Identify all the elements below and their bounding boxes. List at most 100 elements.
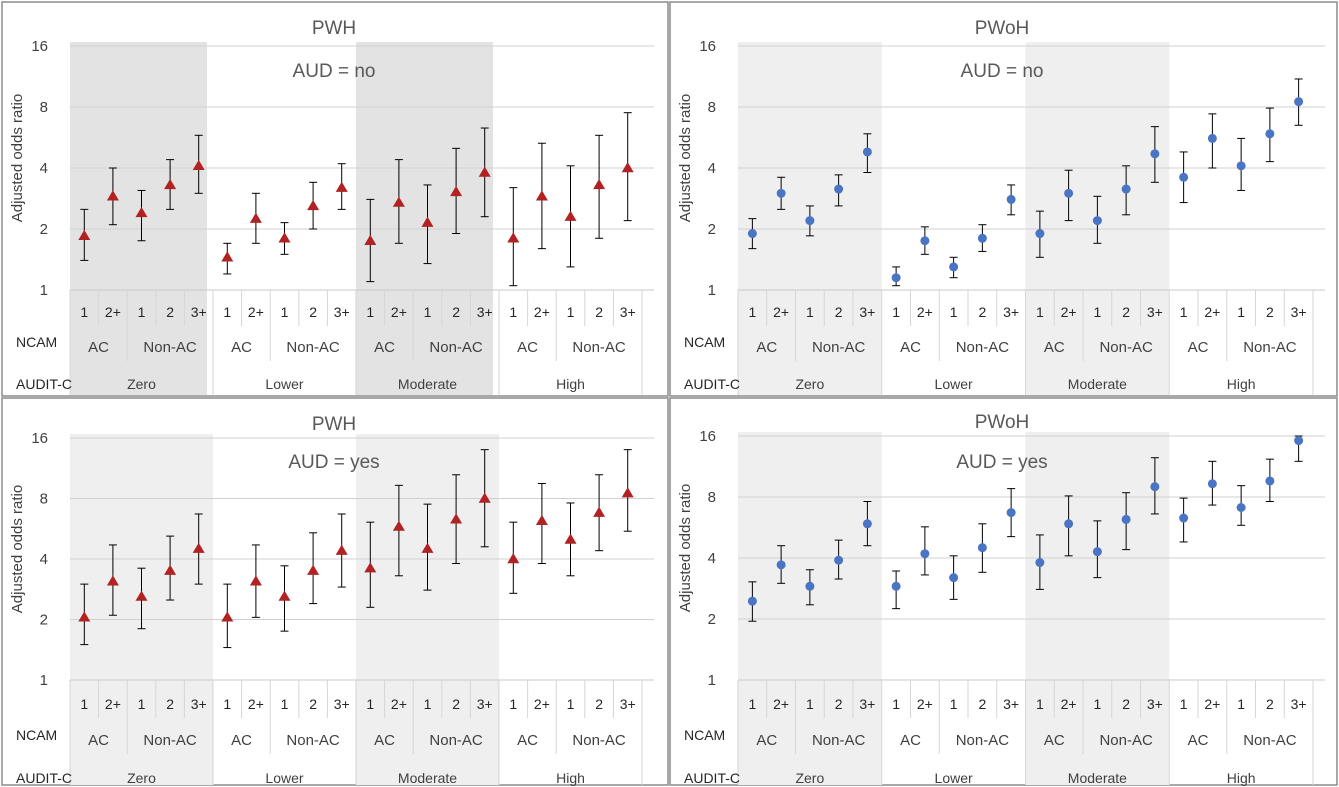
data-point [920, 236, 930, 246]
data-point [1150, 482, 1160, 492]
audit-group-label: Lower [935, 770, 973, 786]
chart-title: PWH [312, 18, 356, 39]
ncam-label: 1 [1180, 696, 1188, 712]
ncam-label: 2 [166, 696, 174, 712]
ac-group-label: AC [88, 732, 109, 749]
data-point [1035, 229, 1045, 239]
ncam-label: 1 [509, 696, 517, 712]
ncam-label: 3+ [1003, 696, 1019, 712]
data-point [1207, 479, 1217, 489]
row-label-ncam: NCAM [16, 727, 57, 743]
y-axis-label: Adjusted odds ratio [677, 94, 694, 222]
ncam-label: 1 [1093, 696, 1101, 712]
audit-group-label: Moderate [398, 376, 457, 392]
ac-group-label: Non-AC [1243, 339, 1297, 356]
y-tick-label: 4 [708, 550, 716, 567]
ncam-label: 1 [138, 696, 146, 712]
y-tick-label: 2 [40, 612, 48, 629]
ac-group-label: Non-AC [812, 732, 866, 749]
ncam-label: 2 [978, 696, 986, 712]
ncam-label: 1 [1036, 696, 1044, 712]
data-point [776, 560, 786, 570]
data-point [335, 181, 348, 192]
ncam-label: 3+ [477, 304, 493, 320]
data-point [977, 233, 987, 243]
ac-group-label: AC [231, 732, 252, 749]
chart-subtitle: AUD = yes [956, 452, 1047, 473]
data-point [564, 210, 577, 221]
data-point [335, 544, 348, 555]
y-tick-label: 8 [708, 99, 716, 116]
data-point [1006, 194, 1016, 204]
ac-group-label: Non-AC [812, 339, 866, 356]
shaded-group-block [70, 42, 207, 395]
ncam-label: 1 [509, 304, 517, 320]
data-point [862, 519, 872, 529]
y-tick-label: 2 [40, 221, 48, 238]
data-point [834, 184, 844, 194]
data-point [364, 562, 377, 573]
row-label-audit: AUDIT-C [684, 376, 740, 392]
ac-group-label: AC [374, 732, 395, 749]
ncam-label: 3+ [620, 696, 636, 712]
audit-group-label: Zero [127, 770, 156, 786]
ncam-label: 1 [424, 304, 432, 320]
ncam-label: 1 [80, 304, 88, 320]
data-point [307, 564, 320, 575]
ncam-label: 2 [452, 696, 460, 712]
data-point [507, 232, 520, 243]
ncam-label: 2 [1122, 696, 1130, 712]
data-point [478, 166, 491, 177]
data-point [1294, 97, 1304, 107]
data-point [1150, 149, 1160, 159]
ac-group-label: Non-AC [286, 339, 340, 356]
data-point [1236, 161, 1246, 171]
data-point [1179, 172, 1189, 182]
audit-group-label: Lower [935, 376, 973, 392]
ncam-label: 1 [748, 696, 756, 712]
ncam-label: 1 [950, 696, 958, 712]
data-point [392, 520, 405, 531]
audit-group-label: Zero [795, 770, 824, 786]
data-point [593, 178, 606, 190]
ncam-label: 1 [806, 304, 814, 320]
data-point [564, 533, 577, 544]
ncam-label: 1 [138, 304, 146, 320]
ncam-label: 2 [595, 696, 603, 712]
y-tick-label: 8 [708, 489, 716, 506]
y-tick-label: 4 [40, 551, 48, 568]
ac-group-label: AC [900, 732, 921, 749]
y-tick-label: 16 [699, 428, 716, 445]
ncam-label: 2+ [248, 304, 264, 320]
data-point [421, 542, 434, 553]
ncam-label: 2+ [105, 696, 121, 712]
ncam-label: 2+ [1204, 696, 1220, 712]
data-point [949, 262, 959, 272]
ncam-label: 1 [892, 304, 900, 320]
data-point [776, 188, 786, 198]
data-point [450, 185, 463, 197]
ac-group-label: Non-AC [1099, 339, 1153, 356]
ac-group-label: AC [88, 339, 109, 356]
ac-group-label: Non-AC [429, 732, 483, 749]
audit-group-label: High [1227, 770, 1256, 786]
audit-group-label: Lower [265, 376, 303, 392]
data-point [805, 216, 815, 226]
ncam-label: 1 [424, 696, 432, 712]
ncam-label: 1 [80, 696, 88, 712]
data-point [192, 159, 205, 171]
ncam-label: 2 [835, 304, 843, 320]
ncam-label: 2 [1266, 696, 1274, 712]
data-point [1294, 436, 1304, 446]
data-point [1006, 508, 1016, 518]
ncam-label: 2+ [1204, 304, 1220, 320]
row-label-ncam: NCAM [684, 334, 725, 350]
ncam-label: 2 [309, 696, 317, 712]
ncam-label: 1 [1036, 304, 1044, 320]
data-point [1035, 558, 1045, 568]
y-tick-label: 4 [708, 160, 716, 177]
ncam-label: 1 [567, 304, 575, 320]
data-point [1121, 184, 1131, 194]
y-tick-label: 2 [708, 611, 716, 628]
data-point [106, 190, 119, 201]
